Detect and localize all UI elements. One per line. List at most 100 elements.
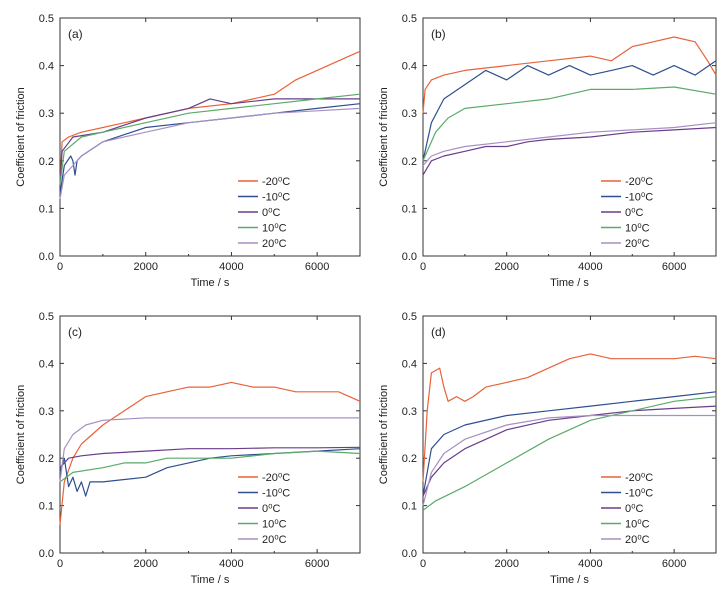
panel-label: (d)	[431, 325, 446, 339]
x-tick-label: 6000	[662, 558, 686, 570]
legend-entry: 20⁰C	[262, 534, 287, 546]
series-line-4	[59, 107, 361, 200]
x-axis-label: Time / s	[550, 277, 589, 289]
y-tick-label: 0.4	[402, 61, 417, 73]
chart-panel-2: 0.0 0.1 0.2 0.3 0.4 0.5 0 2000 4000 6000 Time / s C…	[15, 311, 361, 586]
y-tick-label: 0.4	[402, 358, 417, 370]
x-axis-label: Time / s	[191, 574, 230, 586]
legend-entry: -10⁰C	[625, 488, 653, 500]
legend-entry: 0⁰C	[262, 503, 281, 515]
x-tick-label: 2000	[494, 261, 518, 273]
y-tick-label: 0.3	[39, 406, 54, 418]
legend-entry: -20⁰C	[262, 472, 290, 484]
x-axis-label: Time / s	[191, 277, 230, 289]
x-tick-label: 6000	[305, 558, 329, 570]
y-tick-label: 0.2	[402, 156, 417, 168]
x-tick-label: 0	[420, 261, 426, 273]
legend-entry: 10⁰C	[262, 519, 287, 531]
y-tick-label: 0.2	[39, 156, 54, 168]
series-line-3	[422, 396, 717, 511]
x-tick-label: 0	[57, 261, 63, 273]
x-tick-label: 2000	[494, 558, 518, 570]
series-line-1	[422, 391, 717, 497]
y-tick-label: 0.5	[402, 13, 417, 25]
plot-frame	[422, 17, 717, 257]
y-tick-label: 0.3	[402, 406, 417, 418]
x-tick-label: 4000	[578, 261, 602, 273]
y-tick-label: 0.2	[402, 453, 417, 465]
legend-entry: 0⁰C	[625, 207, 644, 219]
x-tick-label: 4000	[219, 558, 243, 570]
series-line-2	[422, 405, 717, 497]
series-line-3	[59, 450, 361, 483]
series-line-2	[59, 98, 360, 185]
series-line-4	[422, 414, 716, 506]
legend-entry: 20⁰C	[625, 238, 650, 250]
y-axis-label: Coefficient of friction	[378, 385, 390, 484]
x-tick-label: 4000	[219, 261, 243, 273]
y-tick-label: 0.1	[39, 203, 54, 215]
series-line-1	[422, 60, 717, 161]
legend-entry: -10⁰C	[625, 192, 653, 204]
series-line-0	[59, 50, 361, 185]
y-tick-label: 0.3	[39, 108, 54, 120]
x-tick-label: 2000	[133, 558, 157, 570]
series-line-2	[59, 446, 361, 469]
x-axis-label: Time / s	[550, 574, 589, 586]
chart-panel-3: 0.0 0.1 0.2 0.3 0.4 0.5 0 2000 4000 6000 Time / s C…	[378, 311, 717, 586]
y-tick-label: 0.5	[39, 13, 54, 25]
legend-entry: 10⁰C	[625, 519, 650, 531]
series-line-4	[59, 417, 360, 482]
plot-frame	[422, 315, 717, 554]
x-tick-label: 6000	[305, 261, 329, 273]
y-axis-label: Coefficient of friction	[15, 385, 27, 484]
legend-entry: 20⁰C	[625, 534, 650, 546]
panel-label: (a)	[68, 27, 83, 41]
series-line-1	[59, 103, 361, 195]
y-axis-label: Coefficient of friction	[15, 87, 27, 186]
y-tick-label: 0.0	[39, 251, 54, 263]
y-tick-label: 0.1	[402, 501, 417, 513]
y-tick-label: 0.4	[39, 61, 54, 73]
chart-panel-1: 0.0 0.1 0.2 0.3 0.4 0.5 0 2000 4000 6000 Time / s C…	[378, 13, 717, 289]
x-tick-label: 6000	[662, 261, 686, 273]
legend-entry: 20⁰C	[262, 238, 287, 250]
series-line-4	[422, 122, 717, 166]
series-line-2	[422, 126, 717, 176]
y-tick-label: 0.0	[402, 251, 417, 263]
y-tick-label: 0.0	[39, 548, 54, 560]
legend-entry: 10⁰C	[625, 223, 650, 235]
x-tick-label: 2000	[133, 261, 157, 273]
series-line-1	[59, 448, 361, 497]
legend-entry: -10⁰C	[262, 192, 290, 204]
panel-label: (c)	[68, 325, 82, 339]
legend-entry: 10⁰C	[262, 223, 287, 235]
legend-entry: 0⁰C	[625, 503, 644, 515]
legend-entry: -10⁰C	[262, 488, 290, 500]
y-tick-label: 0.2	[39, 453, 54, 465]
y-tick-label: 0.1	[39, 501, 54, 513]
legend-entry: 0⁰C	[262, 207, 281, 219]
series-line-0	[422, 36, 717, 114]
y-tick-label: 0.4	[39, 358, 54, 370]
legend-entry: -20⁰C	[262, 176, 290, 188]
y-tick-label: 0.1	[402, 203, 417, 215]
y-axis-label: Coefficient of friction	[378, 87, 390, 186]
series-line-0	[59, 381, 361, 525]
x-tick-label: 0	[57, 558, 63, 570]
y-tick-label: 0.5	[39, 311, 54, 323]
y-tick-label: 0.5	[402, 311, 417, 323]
y-tick-label: 0.3	[402, 108, 417, 120]
chart-panel-0: 0.0 0.1 0.2 0.3 0.4 0.5 0 2000 4000 6000 Time / s C…	[15, 13, 361, 289]
plot-frame	[59, 17, 361, 257]
y-tick-label: 0.0	[402, 548, 417, 560]
series-line-0	[422, 353, 717, 482]
x-tick-label: 0	[420, 558, 426, 570]
x-tick-label: 4000	[578, 558, 602, 570]
plot-frame	[59, 315, 361, 554]
legend-entry: -20⁰C	[625, 472, 653, 484]
legend-entry: -20⁰C	[625, 176, 653, 188]
series-line-3	[422, 86, 717, 162]
series-line-3	[59, 93, 361, 185]
